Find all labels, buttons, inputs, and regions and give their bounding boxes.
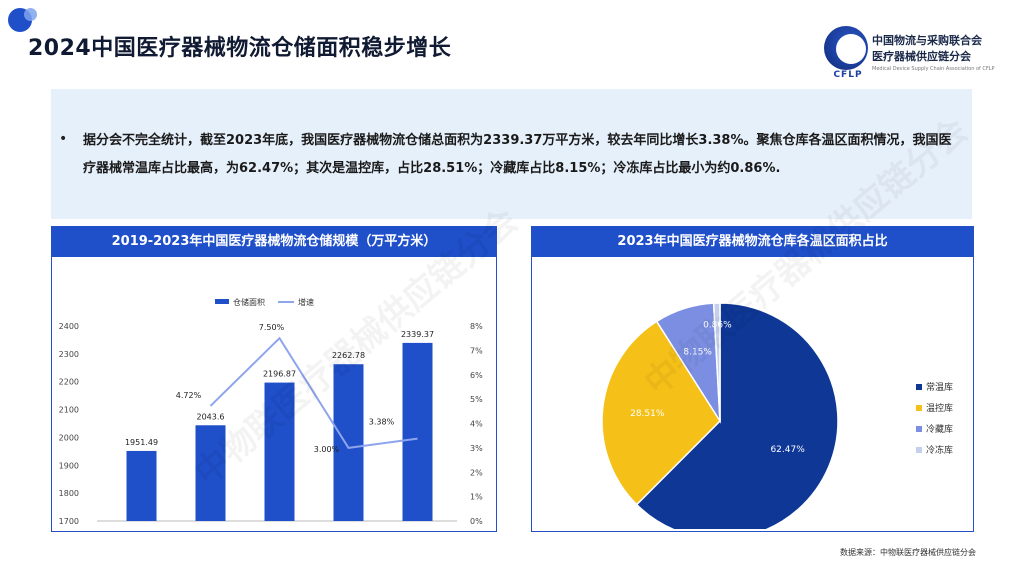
y-left-tick-label: 2000 [59,433,79,442]
legend-label: 常温库 [926,381,953,393]
legend-swatch [916,405,922,411]
y-right-tick-label: 3% [470,444,483,453]
y-right-tick-label: 5% [470,395,483,404]
org-name-subline: Medical Device Supply Chain Association … [872,66,995,72]
legend-swatch [916,426,922,432]
y-left-tick-label: 2200 [59,378,79,387]
pie-data-label: 0.86% [703,320,732,330]
line-data-label: 3.00% [314,445,340,454]
pie-slice [712,302,721,422]
bar [402,342,433,521]
bar-data-label: 2196.87 [263,370,296,379]
y-right-tick-label: 7% [470,346,483,355]
bar-data-label: 2043.6 [197,412,225,421]
bar [264,382,295,521]
legend-label-line: 增速 [298,297,314,307]
y-right-tick-label: 0% [470,517,483,526]
y-left-tick-label: 2400 [59,322,79,331]
pie-chart-panel: 2023年中国医疗器械物流仓库各温区面积占比 62.47% 28.51% 8.15%… [531,226,974,540]
bar-data-label: 2339.37 [401,330,434,339]
line-data-label: 7.50% [259,323,285,332]
y-right-tick-label: 1% [470,493,483,502]
pie-data-label: 28.51% [630,409,665,419]
decor-dot-small [24,8,37,21]
legend-swatch [916,384,922,390]
growth-line [209,336,418,449]
pie-chart-title: 2023年中国医疗器械物流仓库各温区面积占比 [532,227,973,257]
bar [195,425,226,521]
legend-label: 冷藏库 [926,423,953,435]
bar-chart-panel: 2019-2023年中国医疗器械物流仓储规模（万平方米） 1700 1800 190… [51,226,497,539]
logo-text: CFLP [833,70,863,80]
bar [333,364,364,521]
legend-swatch-bar [215,299,229,304]
legend-label: 冷冻库 [926,444,953,456]
legend-label: 温控库 [926,402,953,414]
y-right-tick-label: 2% [470,468,483,477]
y-left-tick-label: 1700 [59,517,79,526]
y-left-tick-label: 2100 [59,406,79,415]
y-left-tick-label: 1900 [59,461,79,470]
bar-chart: 1700 1800 1900 2000 2100 2200 2300 2400 0% 1% 2% 3%… [59,297,483,539]
line-data-label: 4.72% [176,391,202,400]
summary-text: 据分会不完全统计，截至2023年底，我国医疗器械物流仓储总面积为2339.37万… [83,133,952,176]
bar-data-label: 2262.78 [332,351,365,360]
legend-swatch [916,447,922,453]
pie-slice [601,320,721,506]
legend-label-bar: 仓储面积 [233,297,265,307]
pie-data-label: 62.47% [770,445,805,455]
y-right-tick-label: 8% [470,322,483,331]
org-name-line2: 医疗器械供应链分会 [872,50,971,63]
data-source: 数据来源：中物联医疗器械供应链分会 [840,548,976,557]
bar-data-label: 1951.49 [125,438,158,447]
summary-bullet: • [59,131,68,147]
cflp-logo-icon: CFLP [818,26,878,84]
page-title: 2024中国医疗器械物流仓储面积稳步增长 [28,36,452,61]
y-left-tick-label: 1800 [59,489,79,498]
y-right-tick-label: 6% [470,371,483,380]
bar-chart-title: 2019-2023年中国医疗器械物流仓储规模（万平方米） [52,227,496,257]
line-data-label: 3.38% [369,418,395,427]
org-name-line1: 中国物流与采购联合会 [872,34,982,47]
pie-data-label: 8.15% [683,347,712,357]
y-right-tick-label: 4% [470,420,483,429]
bar [126,450,157,521]
y-left-tick-label: 2300 [59,350,79,359]
summary-box: • 据分会不完全统计，截至2023年底，我国医疗器械物流仓储总面积为2339.3… [51,89,972,219]
